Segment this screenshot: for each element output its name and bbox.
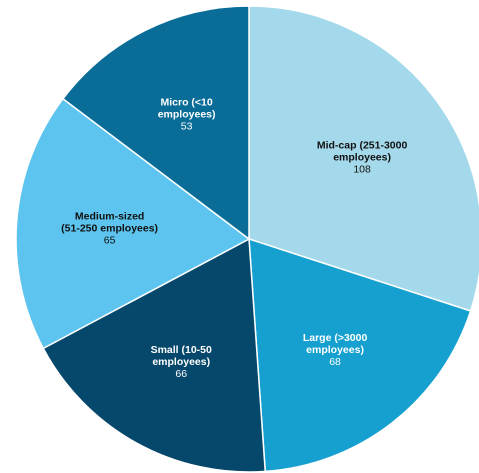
slice-label-line: Mid-cap (251-3000 [317,139,408,151]
slice-label-line: employees) [333,151,391,163]
pie-slice [248,5,479,312]
pie-slice [15,97,251,350]
slice-label-line: Small (10-50 [151,344,212,356]
slice-label-line: employees) [306,344,364,356]
slice-label: Mid-cap (251-3000 employees) 108 [317,139,408,175]
slice-value: 68 [329,356,341,368]
pie-slices [15,5,479,473]
slice-label: Large (>3000 employees) 68 [303,332,368,368]
slice-label: Micro (<10 employees) 53 [158,96,216,132]
slice-value: 53 [181,120,193,132]
slice-label-line: Large (>3000 [303,332,368,344]
slice-label: Medium-sized (51-250 employees) 65 [61,211,158,247]
slice-value: 66 [175,368,187,380]
pie-slice [42,237,267,473]
slice-label: Small (10-50 employees) 66 [151,344,212,380]
slice-label-line: (51-250 employees) [61,223,158,235]
slice-label-line: Micro (<10 [161,96,213,108]
slice-value: 65 [104,235,116,247]
pie-slice [61,5,250,241]
slice-label-line: Medium-sized [75,211,144,223]
slice-label-line: employees) [158,108,216,120]
slice-value: 108 [353,163,371,175]
slice-label-line: employees) [152,356,210,368]
pie-slice [248,237,472,473]
